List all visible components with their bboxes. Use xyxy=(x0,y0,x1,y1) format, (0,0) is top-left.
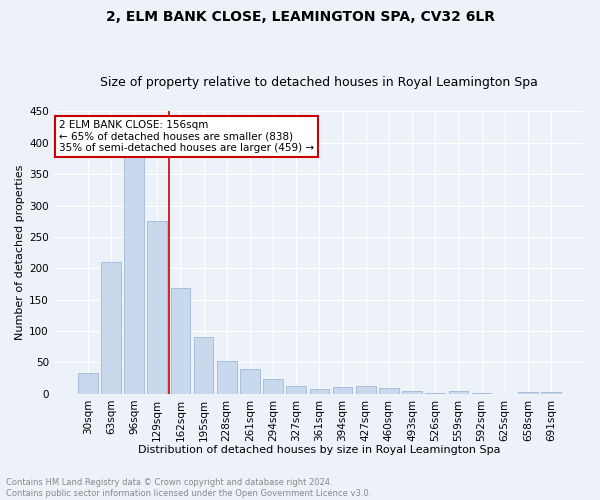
Y-axis label: Number of detached properties: Number of detached properties xyxy=(15,165,25,340)
Bar xyxy=(217,360,236,394)
Bar xyxy=(356,386,376,394)
Bar xyxy=(148,222,167,394)
X-axis label: Distribution of detached houses by size in Royal Leamington Spa: Distribution of detached houses by size … xyxy=(138,445,500,455)
Bar xyxy=(124,156,144,394)
Text: Contains HM Land Registry data © Crown copyright and database right 2024.
Contai: Contains HM Land Registry data © Crown c… xyxy=(6,478,371,498)
Bar xyxy=(379,388,399,394)
Bar xyxy=(170,288,190,394)
Bar xyxy=(333,387,352,394)
Bar xyxy=(402,390,422,394)
Bar xyxy=(263,380,283,394)
Bar xyxy=(286,386,306,394)
Text: 2, ELM BANK CLOSE, LEAMINGTON SPA, CV32 6LR: 2, ELM BANK CLOSE, LEAMINGTON SPA, CV32 … xyxy=(106,10,494,24)
Title: Size of property relative to detached houses in Royal Leamington Spa: Size of property relative to detached ho… xyxy=(100,76,538,90)
Bar xyxy=(472,393,491,394)
Bar xyxy=(240,368,260,394)
Bar xyxy=(518,392,538,394)
Bar xyxy=(310,390,329,394)
Bar xyxy=(449,392,468,394)
Bar xyxy=(425,392,445,394)
Bar xyxy=(78,372,98,394)
Bar xyxy=(194,337,214,394)
Bar xyxy=(101,262,121,394)
Text: 2 ELM BANK CLOSE: 156sqm
← 65% of detached houses are smaller (838)
35% of semi-: 2 ELM BANK CLOSE: 156sqm ← 65% of detach… xyxy=(59,120,314,153)
Bar xyxy=(541,392,561,394)
